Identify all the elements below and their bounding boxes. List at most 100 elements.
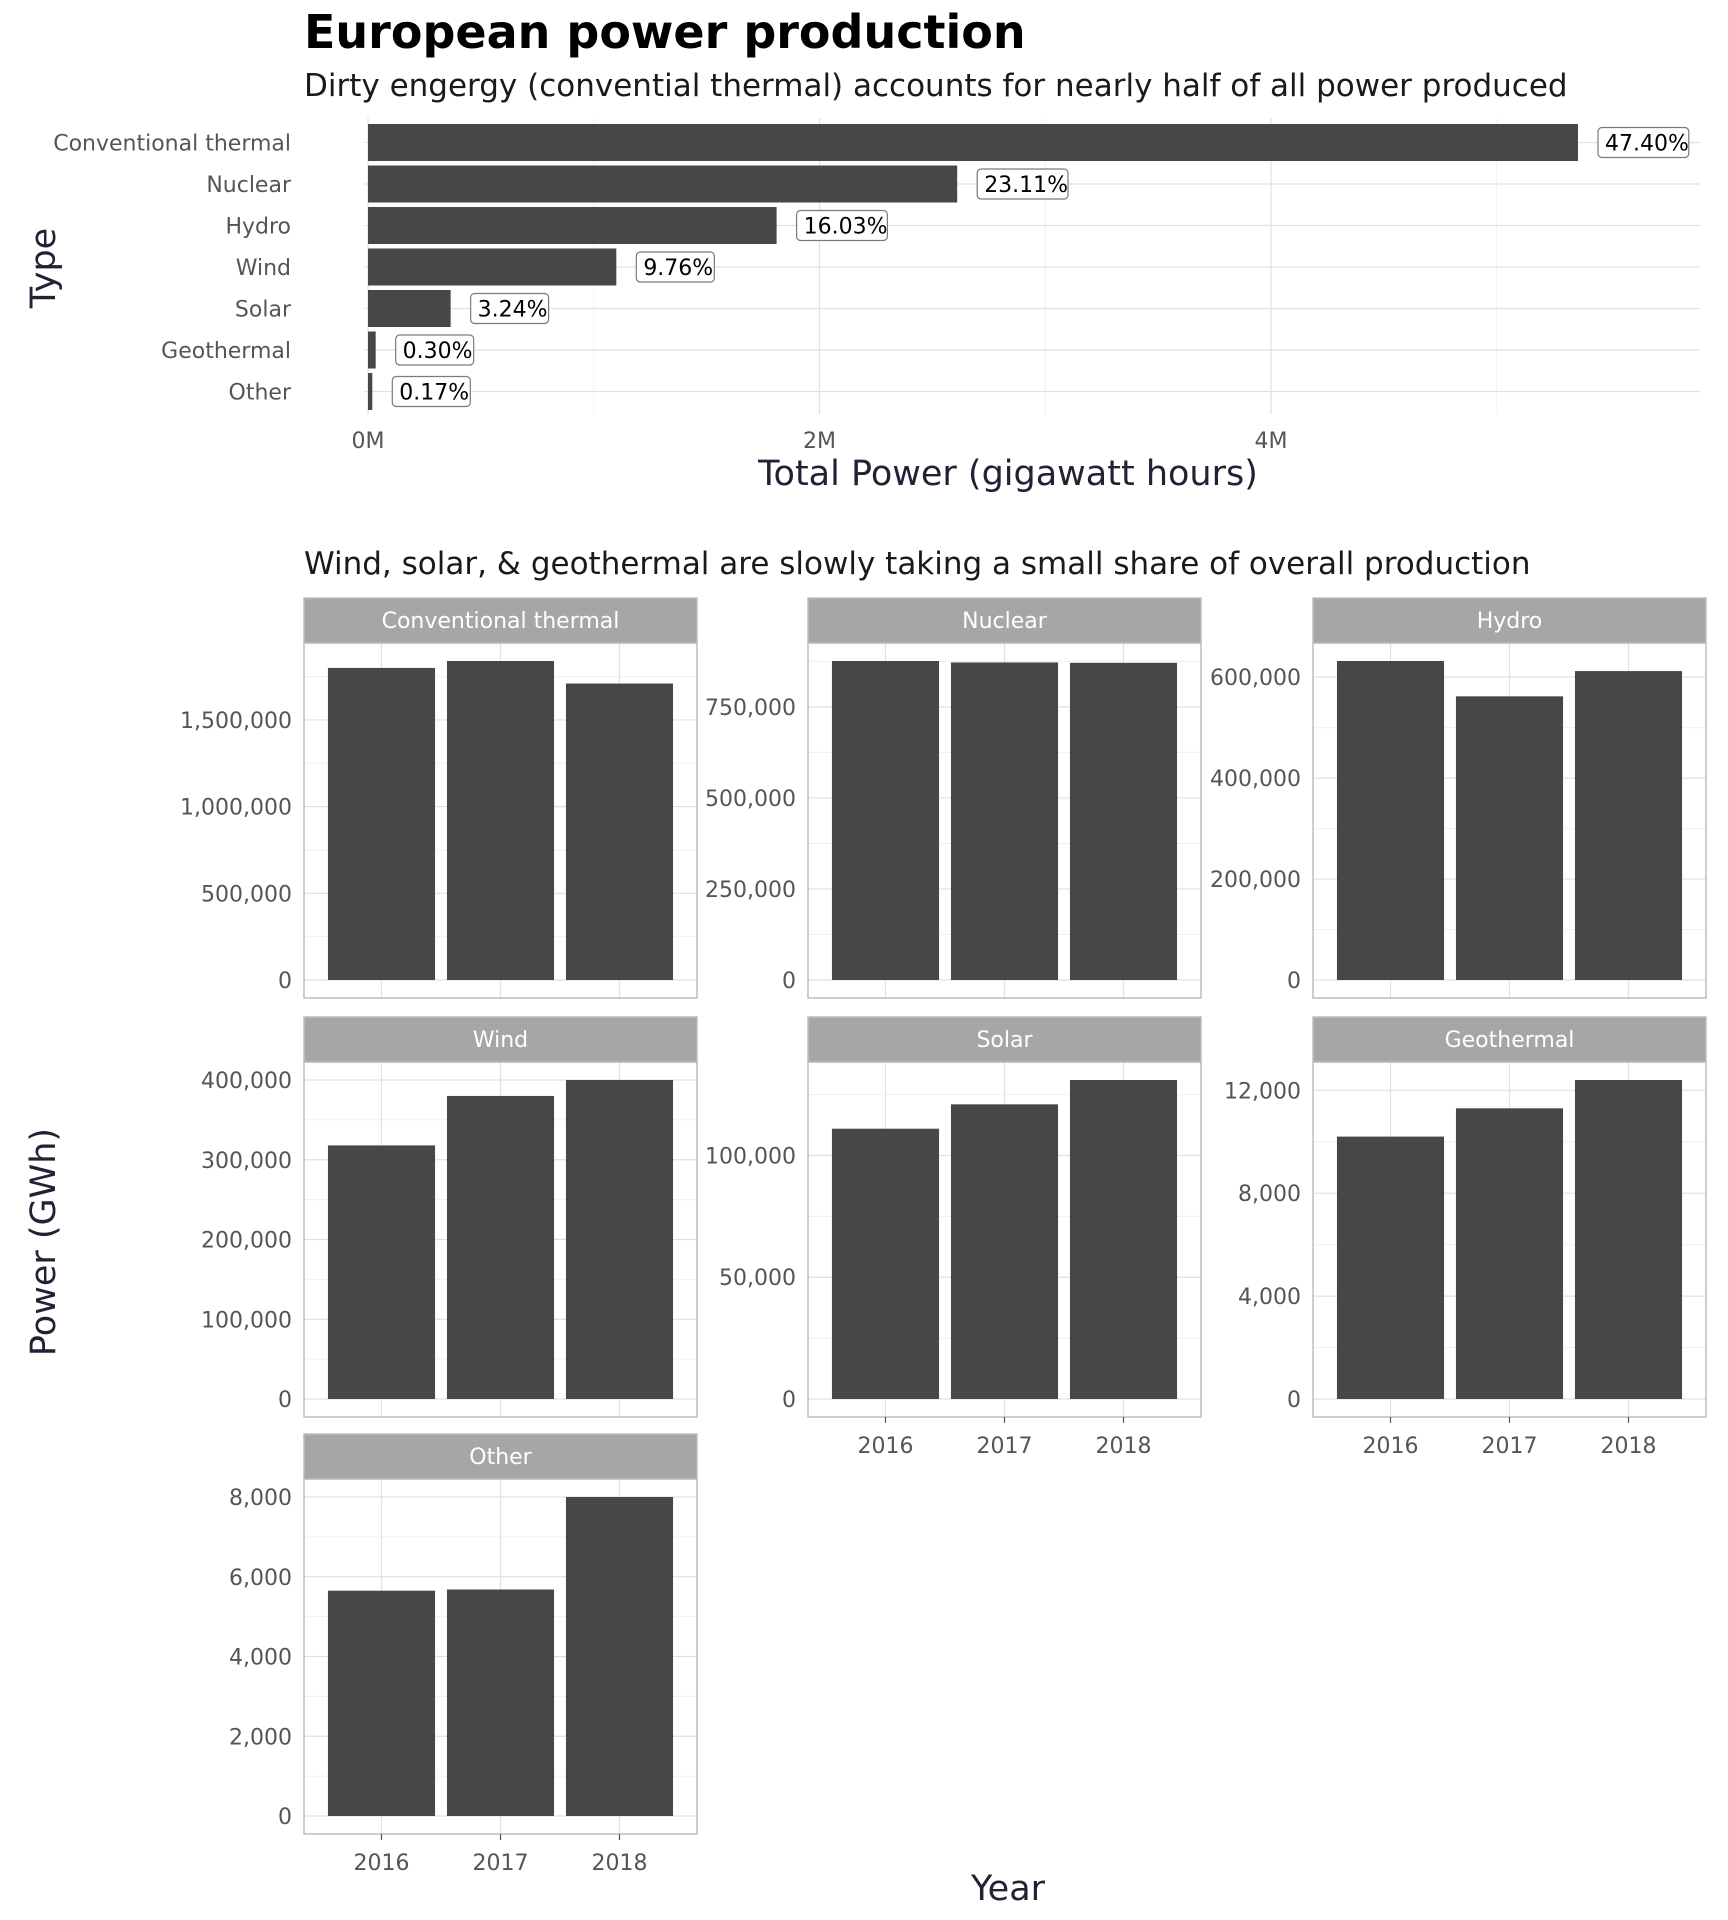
y-tick-label: 750,000 bbox=[705, 696, 796, 721]
facet-x-axis-title: Year bbox=[970, 1869, 1046, 1909]
facet-panel-nuclear: 0 250,000 500,000 750,000 Nuclear bbox=[705, 597, 1202, 999]
bar-2017 bbox=[446, 1095, 555, 1399]
bar-2016 bbox=[327, 667, 436, 980]
bar-2016 bbox=[831, 1128, 940, 1399]
y-tick-label: 8,000 bbox=[229, 1486, 292, 1511]
y-tick-label: 500,000 bbox=[705, 787, 796, 812]
data-label-box bbox=[1597, 126, 1690, 159]
x-tick-label: 2018 bbox=[592, 1851, 648, 1876]
category-label: Geothermal bbox=[161, 339, 291, 364]
bar-nuclear bbox=[368, 165, 958, 203]
y-tick-label: 0 bbox=[278, 1388, 292, 1413]
y-tick-label: 8,000 bbox=[1238, 1182, 1301, 1207]
x-tick-label: 2017 bbox=[1482, 1434, 1538, 1459]
x-axis-title: Total Power (gigawatt hours) bbox=[757, 454, 1258, 494]
category-label: Other bbox=[229, 381, 292, 406]
category-label: Solar bbox=[235, 298, 292, 323]
category-label: Hydro bbox=[225, 215, 291, 240]
y-tick-label: 400,000 bbox=[1210, 767, 1301, 792]
y-tick-label: 300,000 bbox=[201, 1149, 292, 1174]
bar-2016 bbox=[327, 1145, 436, 1399]
y-axis-title: Type bbox=[24, 228, 64, 309]
data-label: 9.76% bbox=[643, 256, 713, 281]
bar-2016 bbox=[1336, 1136, 1445, 1399]
y-tick-label: 1,500,000 bbox=[180, 709, 292, 734]
bar-2017 bbox=[1455, 696, 1564, 980]
y-tick-label: 200,000 bbox=[1210, 868, 1301, 893]
y-tick-label: 500,000 bbox=[201, 882, 292, 907]
bar-2018 bbox=[1574, 671, 1683, 980]
bar-2018 bbox=[1069, 1080, 1178, 1399]
bar-2017 bbox=[950, 662, 1059, 980]
bar-2018 bbox=[565, 683, 674, 980]
y-tick-label: 0 bbox=[782, 969, 796, 994]
facet-panel-other: 0 2,000 4,000 6,000 8,000 Other 2016 2017 2018 bbox=[229, 1433, 698, 1876]
facet-strip bbox=[807, 597, 1202, 644]
facet-panel-geothermal: 0 4,000 8,000 12,000 Geothermal 2016 2017 2018 bbox=[1224, 1016, 1707, 1459]
facet-strip-label: Other bbox=[469, 1445, 532, 1470]
y-tick-label: 0 bbox=[278, 969, 292, 994]
facet-strip bbox=[303, 1433, 698, 1480]
bar-solar bbox=[368, 290, 451, 327]
chart-title: European power production bbox=[304, 5, 1026, 59]
bar-2017 bbox=[446, 661, 555, 980]
type-totals-chart: Conventional thermal 47.40% Nuclear 23.11% H… bbox=[24, 118, 1700, 494]
facet-strip bbox=[807, 1016, 1202, 1063]
bar-2017 bbox=[950, 1104, 1059, 1399]
data-label: 3.24% bbox=[478, 298, 548, 323]
data-label-box bbox=[391, 375, 471, 408]
y-tick-label: 0 bbox=[1287, 969, 1301, 994]
category-label: Conventional thermal bbox=[53, 132, 291, 157]
data-label-box bbox=[976, 168, 1069, 200]
top-subtitle: Dirty engergy (convential thermal) accou… bbox=[304, 68, 1568, 104]
bottom-subtitle: Wind, solar, & geothermal are slowly tak… bbox=[304, 546, 1531, 582]
data-label: 0.17% bbox=[399, 381, 469, 406]
bar-2018 bbox=[565, 1497, 674, 1816]
x-tick-label: 2018 bbox=[1096, 1434, 1152, 1459]
yearly-facet-chart: 0 500,000 1,000,000 1,500,000 Conventional t… bbox=[24, 597, 1707, 1909]
bar-hydro bbox=[368, 207, 777, 244]
data-label: 16.03% bbox=[804, 215, 888, 240]
facet-strip bbox=[1312, 597, 1707, 644]
facet-strip bbox=[303, 597, 698, 644]
facet-panel-conventional-thermal: 0 500,000 1,000,000 1,500,000 Conventional t… bbox=[180, 597, 698, 999]
x-tick-label: 2017 bbox=[977, 1434, 1033, 1459]
x-tick-label: 2018 bbox=[1601, 1434, 1657, 1459]
y-tick-label: 4,000 bbox=[229, 1646, 292, 1671]
data-label: 0.30% bbox=[403, 339, 473, 364]
data-label-box bbox=[635, 251, 715, 283]
x-tick-label: 4M bbox=[1254, 429, 1287, 454]
y-tick-label: 100,000 bbox=[705, 1144, 796, 1169]
y-tick-label: 0 bbox=[1287, 1388, 1301, 1413]
bar-conventional-thermal bbox=[368, 124, 1578, 161]
y-tick-label: 0 bbox=[278, 1805, 292, 1830]
bar-2016 bbox=[327, 1590, 436, 1816]
y-tick-label: 600,000 bbox=[1210, 666, 1301, 691]
y-tick-label: 4,000 bbox=[1238, 1285, 1301, 1310]
facet-y-axis-title: Power (GWh) bbox=[24, 1128, 64, 1356]
facet-strip-label: Geothermal bbox=[1445, 1028, 1575, 1053]
x-tick-label: 2017 bbox=[473, 1851, 529, 1876]
bar-2017 bbox=[446, 1589, 555, 1816]
facet-panel-solar: 0 50,000 100,000 Solar 2016 2017 2018 bbox=[705, 1016, 1202, 1459]
bar-2016 bbox=[1336, 661, 1445, 980]
category-label: Wind bbox=[236, 256, 291, 281]
bar-2017 bbox=[1455, 1108, 1564, 1399]
data-label-box bbox=[470, 292, 550, 325]
facet-strip-label: Conventional thermal bbox=[382, 609, 620, 634]
facet-strip bbox=[303, 1016, 698, 1063]
x-tick-label: 2016 bbox=[1363, 1434, 1419, 1459]
facet-strip-label: Solar bbox=[976, 1028, 1033, 1053]
y-tick-label: 0 bbox=[782, 1388, 796, 1413]
x-tick-label: 2M bbox=[803, 429, 836, 454]
y-tick-label: 2,000 bbox=[229, 1725, 292, 1750]
bar-geothermal bbox=[368, 331, 376, 369]
facet-strip bbox=[1312, 1016, 1707, 1063]
y-tick-label: 50,000 bbox=[719, 1266, 796, 1291]
y-tick-label: 12,000 bbox=[1224, 1079, 1301, 1104]
y-tick-label: 1,000,000 bbox=[180, 796, 292, 821]
bar-2016 bbox=[831, 661, 940, 980]
facet-strip-label: Wind bbox=[473, 1028, 528, 1053]
y-tick-label: 100,000 bbox=[201, 1308, 292, 1333]
